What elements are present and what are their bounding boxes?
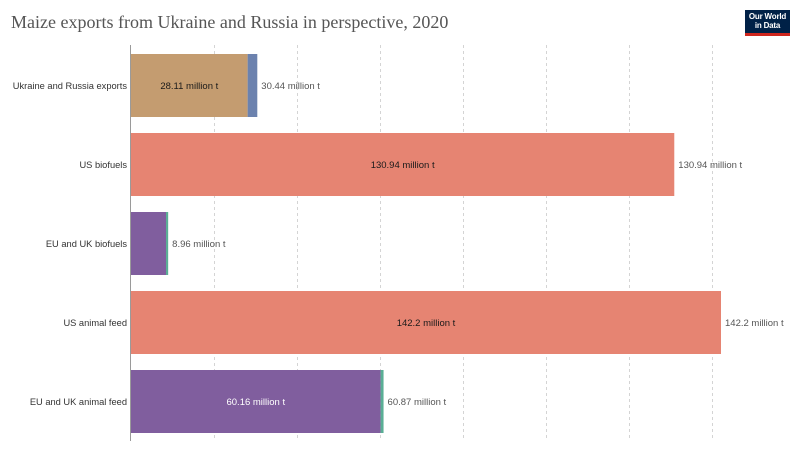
bar-segment xyxy=(131,212,167,275)
category-label: Ukraine and Russia exports xyxy=(13,81,128,91)
bar-segment xyxy=(247,54,258,117)
bar-value-label: 130.94 million t xyxy=(371,160,435,171)
bar-value-label: 28.11 million t xyxy=(160,81,218,92)
category-label: EU and UK animal feed xyxy=(30,397,127,407)
bar-total-label: 142.2 million t xyxy=(725,318,784,329)
owid-logo[interactable]: Our World in Data xyxy=(745,10,790,36)
logo-text-line: Our World xyxy=(748,12,787,21)
bar-segment xyxy=(131,370,381,433)
logo-text: Our World in Data xyxy=(745,12,790,30)
category-label: US biofuels xyxy=(79,160,127,170)
bar-segment xyxy=(166,212,169,275)
chart-title: Maize exports from Ukraine and Russia in… xyxy=(11,12,449,32)
category-label: US animal feed xyxy=(63,318,127,328)
category-label: EU and UK biofuels xyxy=(46,239,127,249)
logo-text-line: in Data xyxy=(754,20,781,30)
bar-total-label: 30.44 million t xyxy=(261,81,320,92)
bars xyxy=(131,54,721,433)
labels: Ukraine and Russia exports 28.11 million … xyxy=(13,81,784,408)
bar-total-label: 8.96 million t xyxy=(172,239,226,250)
bar-segment xyxy=(380,370,384,433)
bar-segment xyxy=(131,54,248,117)
bar-segment xyxy=(131,291,721,354)
bar-value-label: 60.16 million t xyxy=(226,397,285,408)
bar-total-label: 60.87 million t xyxy=(388,397,447,408)
bar-value-label: 142.2 million t xyxy=(397,318,456,329)
bar-total-label: 130.94 million t xyxy=(678,160,742,171)
logo-accent-bar xyxy=(745,33,790,36)
bar-segment xyxy=(131,133,675,196)
